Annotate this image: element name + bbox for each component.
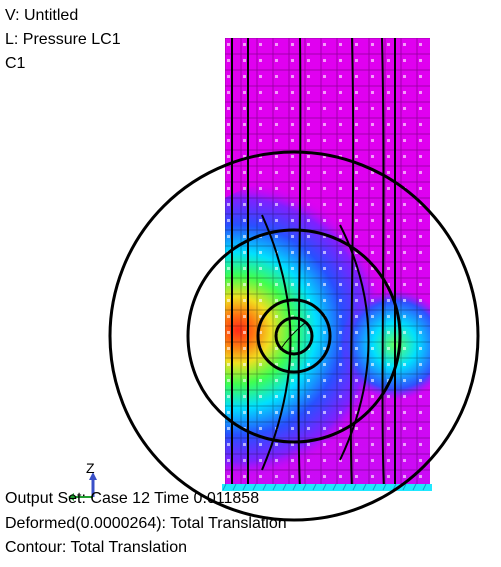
mesh-seams: [231, 38, 396, 490]
support-strip: [222, 484, 432, 491]
load-case-label: L: Pressure LC1: [5, 31, 121, 48]
center-mark: [279, 321, 307, 351]
z-axis-arrow: [89, 472, 97, 480]
contour-info-label: Contour: Total Translation: [5, 539, 188, 556]
center-ring: [274, 316, 314, 356]
pressure-rings: [108, 150, 480, 522]
fea-mesh: [225, 38, 430, 490]
support-ticks: [222, 483, 427, 491]
output-set-label: Output Set: Case 12 Time 0.011858: [5, 490, 260, 507]
outer-ring: [108, 150, 480, 522]
mesh-grid: [225, 38, 430, 490]
z-axis-label: Z: [86, 460, 95, 476]
y-axis-arrow: [68, 493, 74, 501]
view-title: V: Untitled: [5, 7, 79, 24]
inner-ring: [256, 298, 332, 374]
axis-triad: [68, 472, 97, 501]
middle-ring: [186, 228, 402, 444]
deformed-label: Deformed(0.0000264): Total Translation: [5, 515, 287, 532]
contour-id-label: C1: [5, 55, 26, 72]
